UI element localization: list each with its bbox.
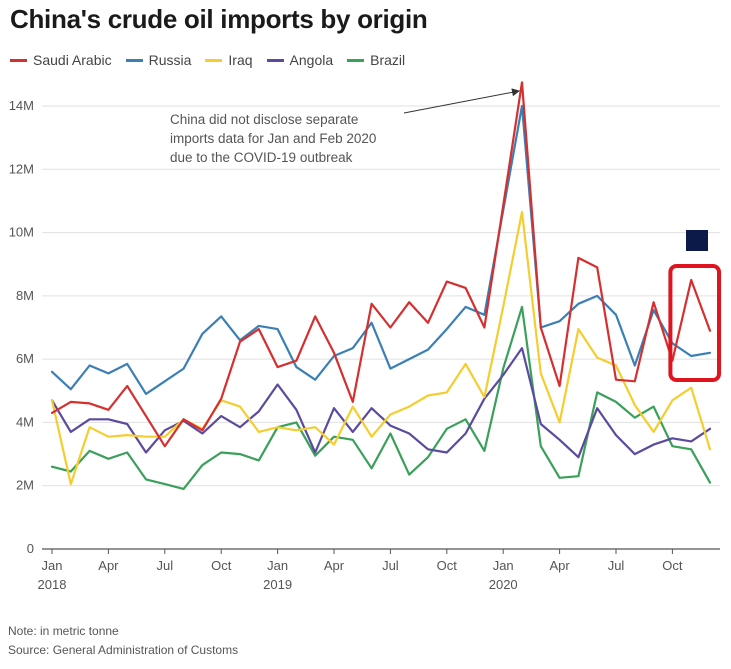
x-tick-year-label: 2018 — [38, 577, 67, 592]
y-tick-label: 14M — [9, 98, 34, 113]
x-tick-label: Apr — [549, 558, 570, 573]
legend-item-russia: Russia — [125, 52, 192, 68]
legend: Saudi Arabic Russia Iraq Angola Brazil — [10, 52, 419, 68]
x-tick-year-label: 2019 — [263, 577, 292, 592]
series-line-brazil — [50, 305, 712, 490]
series-line-iraq — [50, 210, 712, 486]
legend-label: Iraq — [228, 52, 253, 68]
y-tick-label: 8M — [16, 288, 34, 303]
x-tick-label: Oct — [437, 558, 458, 573]
x-tick-label: Apr — [98, 558, 119, 573]
y-tick-label: 10M — [9, 225, 34, 240]
y-tick-label: 4M — [16, 414, 34, 429]
y-tick-label: 2M — [16, 478, 34, 493]
x-tick-label: Oct — [662, 558, 683, 573]
x-tick-label: Oct — [211, 558, 232, 573]
legend-label: Angola — [289, 52, 334, 68]
legend-label: Brazil — [370, 52, 406, 68]
legend-label: Russia — [148, 52, 192, 68]
dark-square-mark — [686, 230, 708, 251]
legend-item-iraq: Iraq — [205, 52, 253, 68]
x-tick-year-label: 2020 — [489, 577, 518, 592]
legend-item-saudi-arabic: Saudi Arabic — [10, 52, 112, 68]
annotation-text: due to the COVID-19 outbreak — [170, 150, 353, 165]
series-line-saudi-arabic — [50, 81, 712, 448]
x-tick-label: Jan — [267, 558, 288, 573]
y-tick-label: 12M — [9, 161, 34, 176]
x-tick-label: Jul — [382, 558, 399, 573]
x-tick-label: Jul — [608, 558, 625, 573]
annotation-text: China did not disclose separate — [170, 112, 358, 127]
y-tick-label: 0 — [27, 541, 34, 556]
x-tick-label: Jul — [156, 558, 173, 573]
chart-title: China's crude oil imports by origin — [10, 4, 428, 34]
x-tick-label: Jan — [493, 558, 514, 573]
legend-item-brazil: Brazil — [347, 52, 405, 68]
y-tick-label: 6M — [16, 351, 34, 366]
legend-item-angola: Angola — [266, 52, 334, 68]
legend-swatch — [125, 58, 143, 62]
x-tick-label: Apr — [324, 558, 345, 573]
legend-label: Saudi Arabic — [33, 52, 112, 68]
note-text: Note: in metric tonne — [8, 624, 119, 638]
legend-swatch — [205, 58, 223, 62]
chart-notes: Note: in metric tonne Source: General Ad… — [8, 622, 238, 660]
annotation-text: imports data for Jan and Feb 2020 — [170, 131, 376, 146]
legend-swatch — [347, 58, 365, 62]
source-text: Source: General Administration of Custom… — [8, 643, 239, 657]
legend-swatch — [10, 58, 27, 62]
annotation-arrow — [403, 88, 520, 114]
series-line-angola — [50, 347, 712, 459]
x-tick-label: Jan — [42, 558, 63, 573]
legend-swatch — [266, 58, 284, 62]
series-line-russia — [50, 104, 712, 395]
highlight-box — [668, 264, 722, 382]
